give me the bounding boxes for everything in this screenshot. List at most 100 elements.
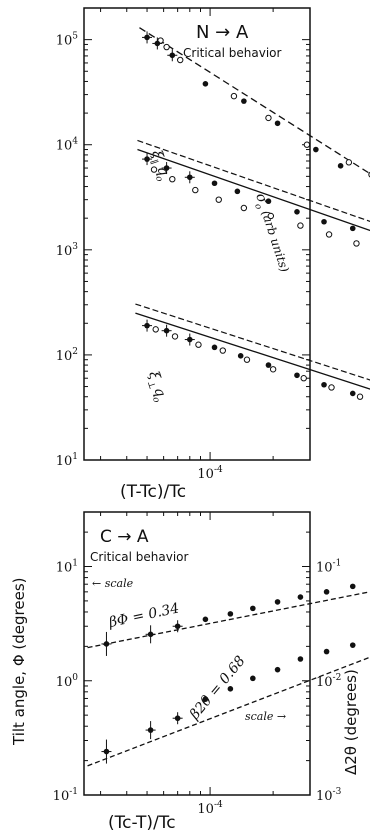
y-tick-label: 102 (56, 347, 78, 364)
data-point-open (171, 333, 179, 340)
x-axis-label: (T-Tc)/Tc (120, 482, 186, 502)
data-point-filled (147, 727, 154, 733)
fit-line (87, 656, 370, 767)
parallel-subscript: ∥ (148, 158, 160, 165)
data-point-filled (349, 390, 356, 397)
data-point-filled (250, 605, 256, 612)
data-point-filled (250, 675, 256, 682)
data-point-open (192, 186, 199, 194)
data-point-filled (202, 80, 209, 87)
data-point-open (240, 204, 248, 212)
fit-line (137, 148, 370, 232)
data-point-open (219, 347, 226, 354)
data-point-filled (274, 666, 281, 673)
x-tick-label: 10-4 (197, 800, 223, 817)
data-points (101, 583, 356, 764)
data-point-filled (186, 336, 193, 343)
data-point-filled (103, 748, 110, 755)
perp-subscript: ⊥ (145, 380, 157, 391)
data-point-filled (294, 209, 300, 215)
right-scale-annotation: scale → (245, 710, 286, 723)
data-point-filled (186, 174, 193, 181)
q-subscript: o (153, 175, 164, 184)
data-point-open (297, 222, 304, 229)
data-point-filled (323, 589, 330, 595)
left-scale-annotation: ← scale (92, 577, 134, 590)
fit-line (87, 591, 370, 649)
y-tick-label: 101 (56, 559, 78, 576)
plot-frame (83, 511, 311, 796)
fit-line (139, 27, 370, 175)
series-label-xi-parallel: ξ ∥ q o (148, 148, 172, 184)
y-tick-label: 10-1 (53, 787, 78, 804)
data-point-open (169, 175, 176, 183)
data-point-open (269, 366, 277, 373)
data-point-filled (297, 656, 304, 662)
fit-line (135, 303, 370, 381)
data-point-filled (154, 40, 161, 47)
data-point-open (356, 393, 364, 400)
data-point-open (267, 212, 275, 220)
data-point-open (163, 43, 170, 51)
y-tick-label: 104 (56, 137, 79, 154)
series-label-xi-perp: ξ ⊥ q o (145, 369, 169, 405)
data-point-filled (144, 34, 150, 41)
data-point-filled (103, 641, 110, 647)
data-point-open (300, 375, 307, 382)
data-point-filled (349, 642, 356, 648)
data-point-open (230, 92, 238, 100)
data-point-open (328, 384, 335, 391)
panel-nematic-smectic-a: 10-410-3101102103104105 N → A Critical b… (56, 7, 370, 502)
x-axis-label: (Tc-T)/Tc (108, 813, 176, 833)
sigma-subscript: o (252, 203, 263, 212)
data-point-filled (349, 583, 356, 590)
data-point-filled (265, 198, 272, 205)
plot-frame (83, 7, 311, 461)
data-point-filled (349, 225, 356, 232)
q-subscript: o (150, 396, 161, 405)
y-tick-label: 100 (56, 673, 79, 690)
data-point-filled (211, 344, 218, 351)
data-point-open (303, 141, 311, 148)
data-point-open (325, 231, 333, 238)
data-point-filled (294, 372, 300, 379)
y-tick-label: 101 (56, 452, 78, 469)
y-tick-label: 103 (56, 242, 79, 259)
data-point-filled (147, 631, 154, 638)
sigma-units: (arb units) (259, 209, 292, 275)
chart-subtitle: Critical behavior (183, 46, 282, 60)
data-point-filled (321, 381, 327, 388)
data-point-filled (163, 165, 170, 171)
data-point-open (150, 166, 158, 173)
data-point-filled (227, 611, 234, 617)
data-point-filled (234, 188, 241, 195)
chart-title: N → A (196, 22, 249, 43)
data-point-filled (211, 180, 218, 187)
series-label-beta-2theta: β2θ = 0.68 (186, 653, 249, 723)
fit-lines (87, 591, 370, 767)
data-point-filled (237, 353, 244, 359)
data-point-filled (174, 715, 181, 722)
fit-lines (135, 27, 370, 390)
y2-axis-label: Δ2θ (degrees) (342, 669, 360, 775)
data-point-filled (321, 218, 327, 225)
fit-line (135, 312, 370, 390)
data-point-filled (337, 163, 344, 169)
data-point-filled (163, 327, 170, 334)
data-point-filled (174, 623, 181, 630)
data-point-filled (241, 98, 247, 104)
data-point-filled (297, 594, 304, 600)
data-point-open (353, 240, 360, 247)
data-point-filled (169, 52, 176, 59)
data-point-open (243, 356, 251, 363)
data-point-open (265, 114, 272, 122)
y2-tick-label: 10-1 (316, 559, 341, 576)
data-point-filled (144, 322, 150, 329)
series-label-sigma: σ o (arb units) (252, 191, 292, 275)
y2-tick-label: 10-3 (316, 787, 342, 804)
data-point-filled (144, 156, 150, 162)
data-point-filled (202, 696, 209, 702)
